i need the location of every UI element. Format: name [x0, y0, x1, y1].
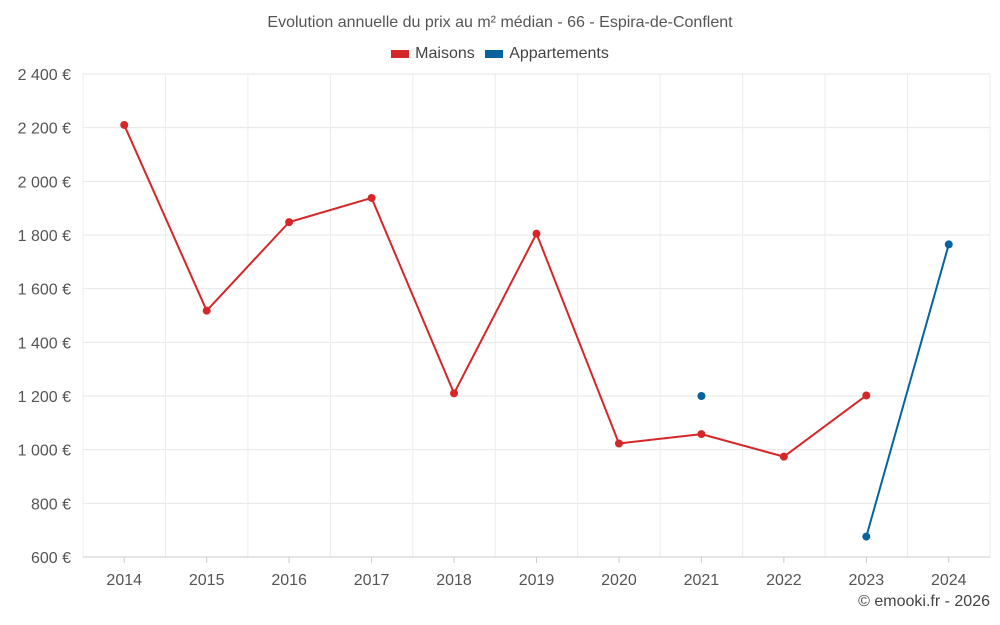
- x-tick-label: 2017: [354, 572, 390, 589]
- y-tick-label: 1 200 €: [18, 389, 71, 406]
- chart-title: Evolution annuelle du prix au m² médian …: [267, 14, 733, 31]
- y-tick-label: 1 600 €: [18, 282, 71, 299]
- legend-label-appartements: Appartements: [509, 45, 609, 62]
- series-line-appartements: [865, 244, 950, 537]
- legend-label-maisons: Maisons: [415, 45, 475, 62]
- y-tick-label: 1 800 €: [18, 228, 71, 245]
- legend-item-appartements[interactable]: Appartements: [485, 45, 609, 63]
- legend-swatch-maisons: [391, 50, 410, 58]
- data-point-maisons: [862, 391, 871, 400]
- x-tick-label: 2015: [189, 572, 225, 589]
- x-tick-label: 2020: [601, 572, 637, 589]
- x-tick-label: 2019: [519, 572, 555, 589]
- y-tick-label: 1 400 €: [18, 335, 71, 352]
- data-point-appartements: [862, 532, 871, 541]
- data-point-maisons: [285, 218, 294, 227]
- y-tick-label: 2 000 €: [18, 174, 71, 191]
- data-point-maisons: [779, 452, 788, 461]
- data-point-maisons: [120, 120, 129, 129]
- x-tick-label: 2024: [931, 572, 967, 589]
- y-tick-label: 800 €: [31, 496, 71, 513]
- data-point-maisons: [202, 306, 211, 315]
- y-tick-label: 1 000 €: [18, 443, 71, 460]
- data-point-maisons: [614, 439, 623, 448]
- y-tick-label: 2 200 €: [18, 121, 71, 138]
- series-line-maisons: [123, 124, 867, 458]
- legend: Maisons Appartements: [0, 45, 1000, 63]
- legend-swatch-appartements: [485, 50, 504, 58]
- legend-item-maisons[interactable]: Maisons: [391, 45, 475, 63]
- data-point-maisons: [532, 229, 541, 238]
- data-point-appartements: [944, 240, 953, 249]
- x-tick-label: 2016: [271, 572, 307, 589]
- data-point-maisons: [367, 193, 376, 202]
- x-tick-label: 2023: [849, 572, 885, 589]
- copyright-credit: © emooki.fr - 2026: [858, 593, 990, 610]
- data-point-maisons: [697, 430, 706, 439]
- data-point-maisons: [450, 389, 459, 398]
- data-point-appartements: [697, 392, 706, 400]
- x-tick-label: 2021: [684, 572, 720, 589]
- y-tick-label: 600 €: [31, 550, 71, 567]
- y-tick-label: 2 400 €: [18, 67, 71, 84]
- x-tick-label: 2014: [106, 572, 142, 589]
- x-tick-label: 2022: [766, 572, 802, 589]
- x-tick-label: 2018: [436, 572, 472, 589]
